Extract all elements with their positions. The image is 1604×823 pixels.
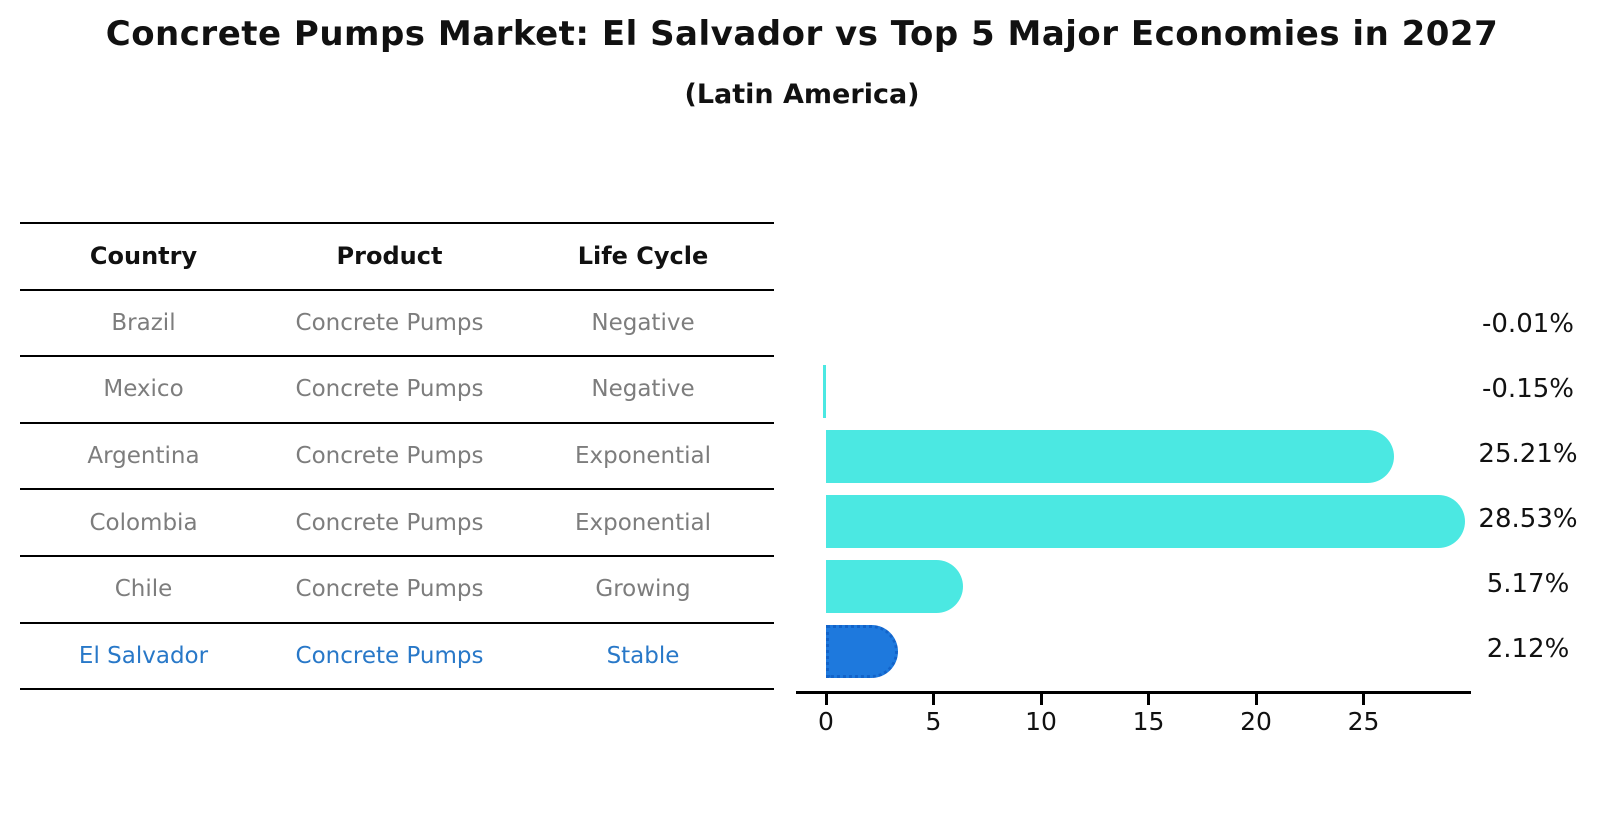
x-axis-tick (1039, 694, 1043, 705)
bar-argentina (826, 429, 1394, 483)
cell-life-cycle: Negative (591, 376, 695, 403)
cell-country: Argentina (87, 443, 200, 470)
cell-product: Concrete Pumps (295, 376, 484, 403)
x-axis-tick (824, 694, 828, 705)
chart-title: Concrete Pumps Market: El Salvador vs To… (105, 14, 1499, 54)
table-header-row: Country Product Life Cycle (20, 224, 774, 291)
table-row-mexico: Mexico Concrete Pumps Negative (20, 357, 774, 424)
table-row-el-salvador: El Salvador Concrete Pumps Stable (20, 624, 774, 691)
value-label-argentina: 25.21% (1478, 439, 1578, 469)
table-body: Brazil Concrete Pumps Negative Mexico Concre… (20, 291, 774, 691)
cell-product: Concrete Pumps (295, 576, 484, 603)
cell-life-cycle: Stable (606, 642, 680, 669)
table-row-brazil: Brazil Concrete Pumps Negative (20, 291, 774, 358)
x-axis-tick (1147, 694, 1150, 705)
bar-el-salvador (826, 624, 898, 678)
cell-country: El Salvador (78, 642, 209, 669)
x-axis-line (796, 691, 1471, 694)
value-label-colombia: 28.53% (1478, 504, 1578, 534)
chart-subtitle: (Latin America) (684, 79, 920, 110)
table-row-chile: Chile Concrete Pumps Growing (20, 557, 774, 624)
bar-mexico (822, 364, 826, 418)
x-axis-tick-label: 25 (1347, 707, 1380, 736)
table-row-argentina: Argentina Concrete Pumps Exponential (20, 424, 774, 491)
x-axis-tick-label: 15 (1132, 707, 1165, 736)
value-label-el-salvador: 2.12% (1486, 634, 1570, 664)
cell-country: Mexico (103, 376, 184, 403)
cell-life-cycle: Exponential (574, 509, 711, 536)
x-axis-tick (1254, 694, 1258, 705)
x-axis-tick-label: 0 (818, 707, 834, 736)
column-header-life-cycle: Life Cycle (577, 242, 709, 271)
comparison-table: Country Product Life Cycle Brazil Concret… (20, 222, 774, 691)
column-header-product: Product (336, 242, 443, 271)
cell-country: Brazil (111, 309, 176, 336)
cell-product: Concrete Pumps (295, 309, 484, 336)
cell-life-cycle: Exponential (574, 443, 711, 470)
bar-colombia (826, 494, 1466, 548)
value-label-chile: 5.17% (1486, 569, 1570, 599)
cell-country: Colombia (89, 509, 198, 536)
cell-life-cycle: Negative (591, 309, 695, 336)
x-axis-tick-label: 20 (1240, 707, 1272, 736)
cell-product: Concrete Pumps (295, 642, 484, 669)
cell-life-cycle: Growing (595, 576, 691, 603)
x-axis-tick (932, 694, 935, 705)
cell-product: Concrete Pumps (295, 509, 484, 536)
cell-product: Concrete Pumps (295, 443, 484, 470)
x-axis-tick-label: 5 (925, 707, 942, 736)
x-axis-tick (1362, 694, 1365, 705)
cell-country: Chile (114, 576, 173, 603)
bar-chile (826, 559, 964, 613)
value-label-mexico: -0.15% (1482, 374, 1574, 404)
column-header-country: Country (89, 242, 198, 271)
value-label-brazil: -0.01% (1482, 309, 1574, 339)
x-axis-tick-label: 10 (1025, 707, 1057, 736)
table-row-colombia: Colombia Concrete Pumps Exponential (20, 490, 774, 557)
